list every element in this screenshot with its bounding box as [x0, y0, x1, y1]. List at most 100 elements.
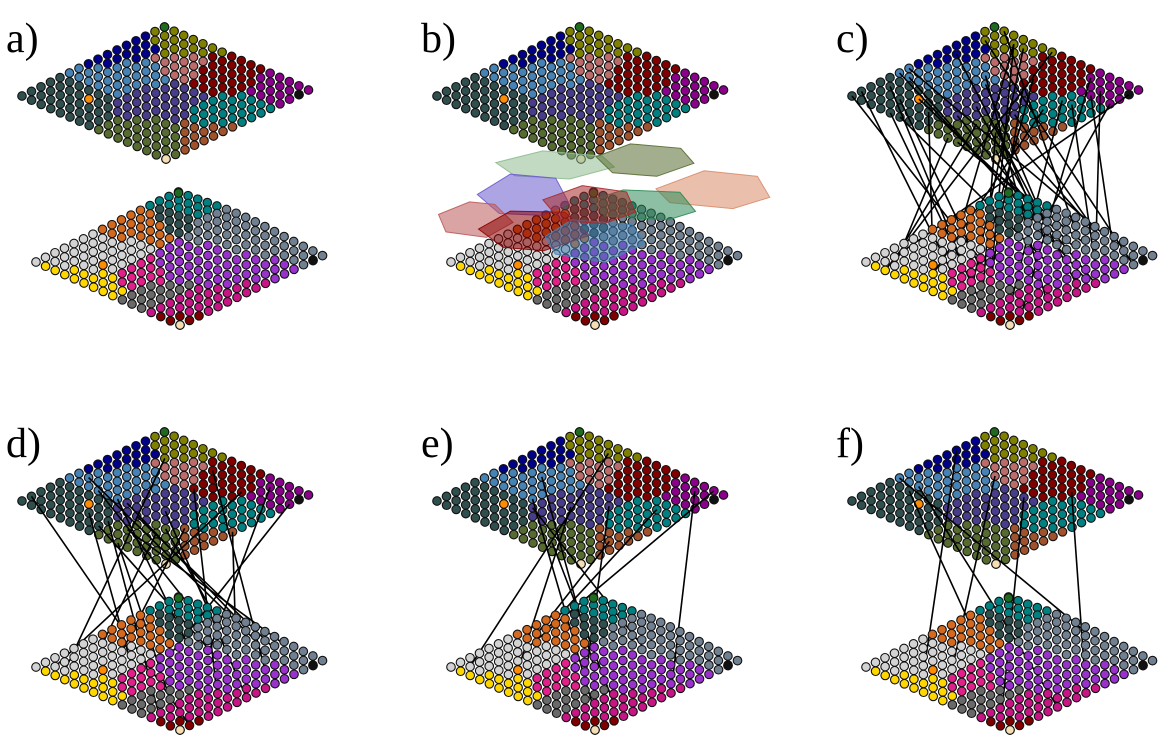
lattice-node — [699, 76, 710, 87]
lattice-node — [975, 667, 986, 678]
lattice-node — [246, 103, 257, 114]
lattice-node — [170, 501, 180, 512]
panel-label: e) — [421, 421, 454, 467]
lattice-node — [613, 56, 623, 67]
lattice-node — [231, 621, 242, 632]
lattice-node — [1066, 90, 1077, 101]
lattice-node — [451, 486, 461, 497]
lattice-node — [599, 279, 609, 290]
lattice-node — [699, 499, 710, 510]
lattice-node — [1037, 43, 1048, 53]
lattice-node — [132, 132, 142, 143]
lattice-node — [637, 655, 647, 665]
lattice-node — [699, 481, 710, 492]
panel-e: e) — [421, 421, 743, 735]
lattice-node — [1003, 593, 1014, 603]
lattice-node — [93, 107, 104, 117]
lattice-node — [1033, 655, 1043, 666]
lattice-node — [718, 85, 729, 95]
lattice-node — [1028, 523, 1039, 533]
lattice-node — [98, 673, 108, 684]
lattice-node — [651, 469, 662, 480]
lattice-node — [250, 225, 261, 236]
lattice-node — [628, 706, 638, 717]
lattice-node — [173, 593, 184, 603]
lattice-node — [117, 699, 128, 710]
lattice-node — [575, 101, 586, 112]
lattice-node — [585, 536, 596, 547]
lattice-node — [122, 93, 132, 104]
lattice-node — [575, 136, 586, 147]
lattice-node — [1056, 456, 1067, 467]
lattice-node — [136, 294, 147, 305]
lattice-node — [1005, 716, 1015, 727]
lattice-node — [88, 246, 99, 257]
lattice-node — [990, 66, 1000, 76]
lattice-node — [985, 229, 995, 240]
lattice-node — [265, 68, 275, 79]
lattice-node — [966, 267, 977, 278]
lattice-node — [970, 31, 981, 42]
lattice-node — [885, 477, 895, 488]
lattice-node — [565, 466, 576, 477]
lattice-node — [45, 103, 56, 114]
lattice-node — [164, 620, 175, 631]
lattice-node — [980, 484, 991, 495]
lattice-node — [527, 62, 538, 73]
lattice-node — [618, 693, 629, 704]
lattice-node — [580, 315, 591, 326]
lattice-node — [164, 657, 175, 668]
lattice-node — [145, 200, 155, 211]
lattice-node — [560, 605, 570, 616]
lattice-node — [675, 626, 685, 637]
lattice-node — [155, 285, 166, 295]
lattice-node — [160, 136, 171, 147]
lattice-node — [556, 101, 567, 112]
lattice-node — [279, 664, 290, 675]
lattice-node — [570, 276, 581, 286]
lattice-node — [995, 703, 1006, 714]
lattice-node — [704, 264, 714, 275]
lattice-node — [546, 71, 557, 81]
lattice-node — [164, 207, 175, 218]
lattice-node — [656, 692, 667, 703]
lattice-node — [928, 286, 939, 297]
lattice-node — [665, 254, 676, 265]
lattice-node — [675, 269, 686, 279]
lattice-node — [536, 49, 547, 60]
lattice-node — [275, 495, 285, 505]
lattice-node — [498, 58, 509, 69]
lattice-node — [183, 619, 194, 629]
lattice-node — [618, 702, 629, 713]
lattice-node — [165, 712, 176, 722]
lattice-node — [212, 265, 223, 275]
lattice-node — [246, 95, 257, 105]
lattice-node — [522, 633, 532, 644]
lattice-node — [542, 695, 552, 706]
lattice-node — [570, 699, 581, 709]
lattice-node — [665, 669, 676, 680]
lattice-node — [446, 257, 456, 267]
lattice-node — [126, 272, 137, 283]
lattice-node — [465, 247, 475, 258]
lattice-node — [170, 131, 181, 142]
lattice-node — [74, 116, 85, 127]
lattice-node — [684, 255, 695, 265]
lattice-node — [1009, 488, 1020, 499]
lattice-node — [69, 238, 79, 249]
lattice-node — [1009, 470, 1019, 481]
lattice-node — [718, 490, 729, 500]
lattice-node — [994, 224, 1005, 235]
lattice-node — [241, 683, 252, 694]
lattice-node — [556, 128, 567, 138]
lattice-node — [1004, 707, 1015, 718]
lattice-node — [17, 496, 27, 506]
lattice-node — [50, 661, 60, 672]
lattice-node — [269, 226, 280, 237]
lattice-node — [555, 48, 566, 59]
lattice-node — [627, 255, 638, 265]
lattice-node — [74, 494, 85, 505]
lattice-node — [508, 503, 519, 514]
lattice-node — [117, 655, 127, 666]
lattice-node — [150, 35, 160, 46]
